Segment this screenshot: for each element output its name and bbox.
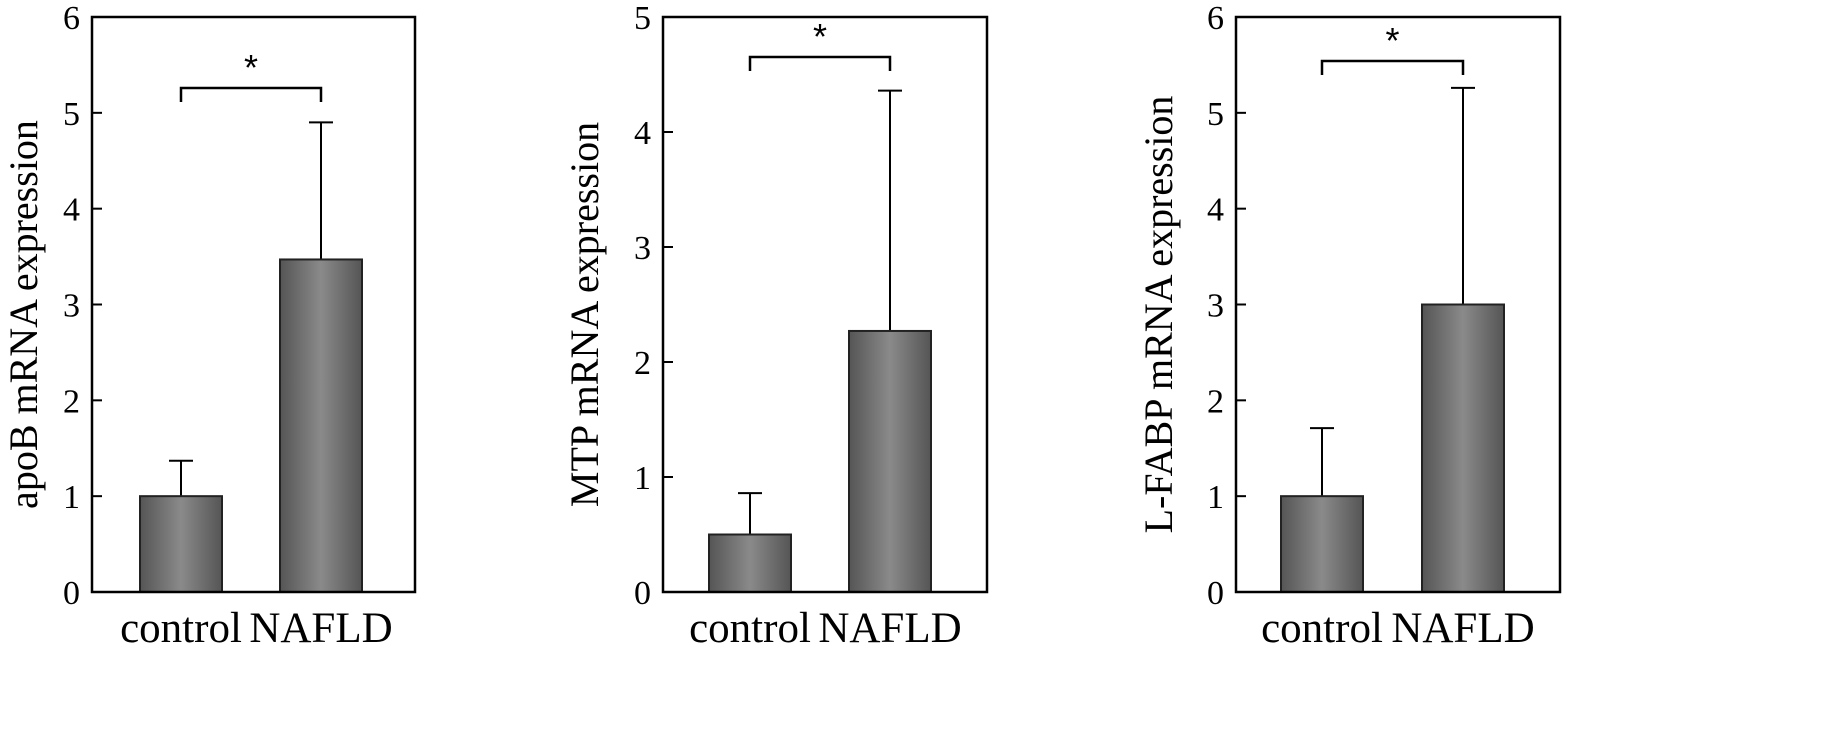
- significance-bracket: [179, 86, 323, 102]
- y-axis-title: L-FABP mRNA expression: [1136, 96, 1181, 534]
- y-tick-label: 3: [63, 288, 80, 325]
- y-tick-label: 1: [63, 479, 80, 516]
- y-tick-label: 5: [63, 96, 80, 133]
- y-tick-label: 6: [63, 0, 80, 37]
- bar-control: [139, 495, 223, 593]
- bar-nafld: [279, 258, 363, 593]
- significance-label: *: [813, 16, 827, 57]
- y-tick-label: 2: [63, 383, 80, 420]
- y-tick-label: 3: [634, 230, 651, 267]
- chart-panel-1: control NAFLD 0 1 2 3 4 5 6 apoB mRNA expression *: [1, 0, 417, 652]
- bar-control: [1280, 495, 1364, 593]
- x-tick-label: NAFLD: [1391, 605, 1534, 652]
- y-tick-label: 2: [634, 345, 651, 382]
- y-tick-label: 0: [1207, 575, 1224, 612]
- y-tick-label: 4: [634, 115, 651, 152]
- y-tick-label: 0: [634, 575, 651, 612]
- significance-bracket: [748, 55, 892, 71]
- y-tick-label: 4: [63, 192, 80, 229]
- y-axis-title: MTP mRNA expression: [562, 122, 607, 507]
- significance-label: *: [1385, 20, 1399, 61]
- x-tick-label: NAFLD: [818, 605, 961, 652]
- x-tick-label: NAFLD: [249, 605, 392, 652]
- y-tick-label: 0: [63, 575, 80, 612]
- significance-label: *: [244, 47, 258, 88]
- y-tick-label: 4: [1207, 192, 1224, 229]
- y-tick-label: 1: [1207, 479, 1224, 516]
- significance-bracket: [1320, 59, 1465, 75]
- y-tick-label: 5: [1207, 96, 1224, 133]
- y-tick-label: 2: [1207, 383, 1224, 420]
- y-axis-title: apoB mRNA expression: [1, 120, 46, 509]
- plot-frame: [661, 15, 989, 594]
- y-tick-label: 5: [634, 0, 651, 37]
- bar-control: [708, 533, 792, 593]
- bar-nafld: [1421, 303, 1505, 593]
- y-tick-label: 1: [634, 460, 651, 497]
- x-tick-label: control: [1261, 605, 1383, 652]
- x-tick-label: control: [689, 605, 811, 652]
- y-tick-label: 6: [1207, 0, 1224, 37]
- bar-nafld: [848, 329, 932, 593]
- x-tick-label: control: [120, 605, 242, 652]
- chart-panel-3: control NAFLD 0 1 2 3 4 5 6 L-FABP mRNA expressio…: [1136, 0, 1562, 652]
- y-tick-label: 3: [1207, 288, 1224, 325]
- chart-panel-2: control NAFLD 0 1 2 3 4 5 MTP mRNA expression *: [562, 0, 989, 652]
